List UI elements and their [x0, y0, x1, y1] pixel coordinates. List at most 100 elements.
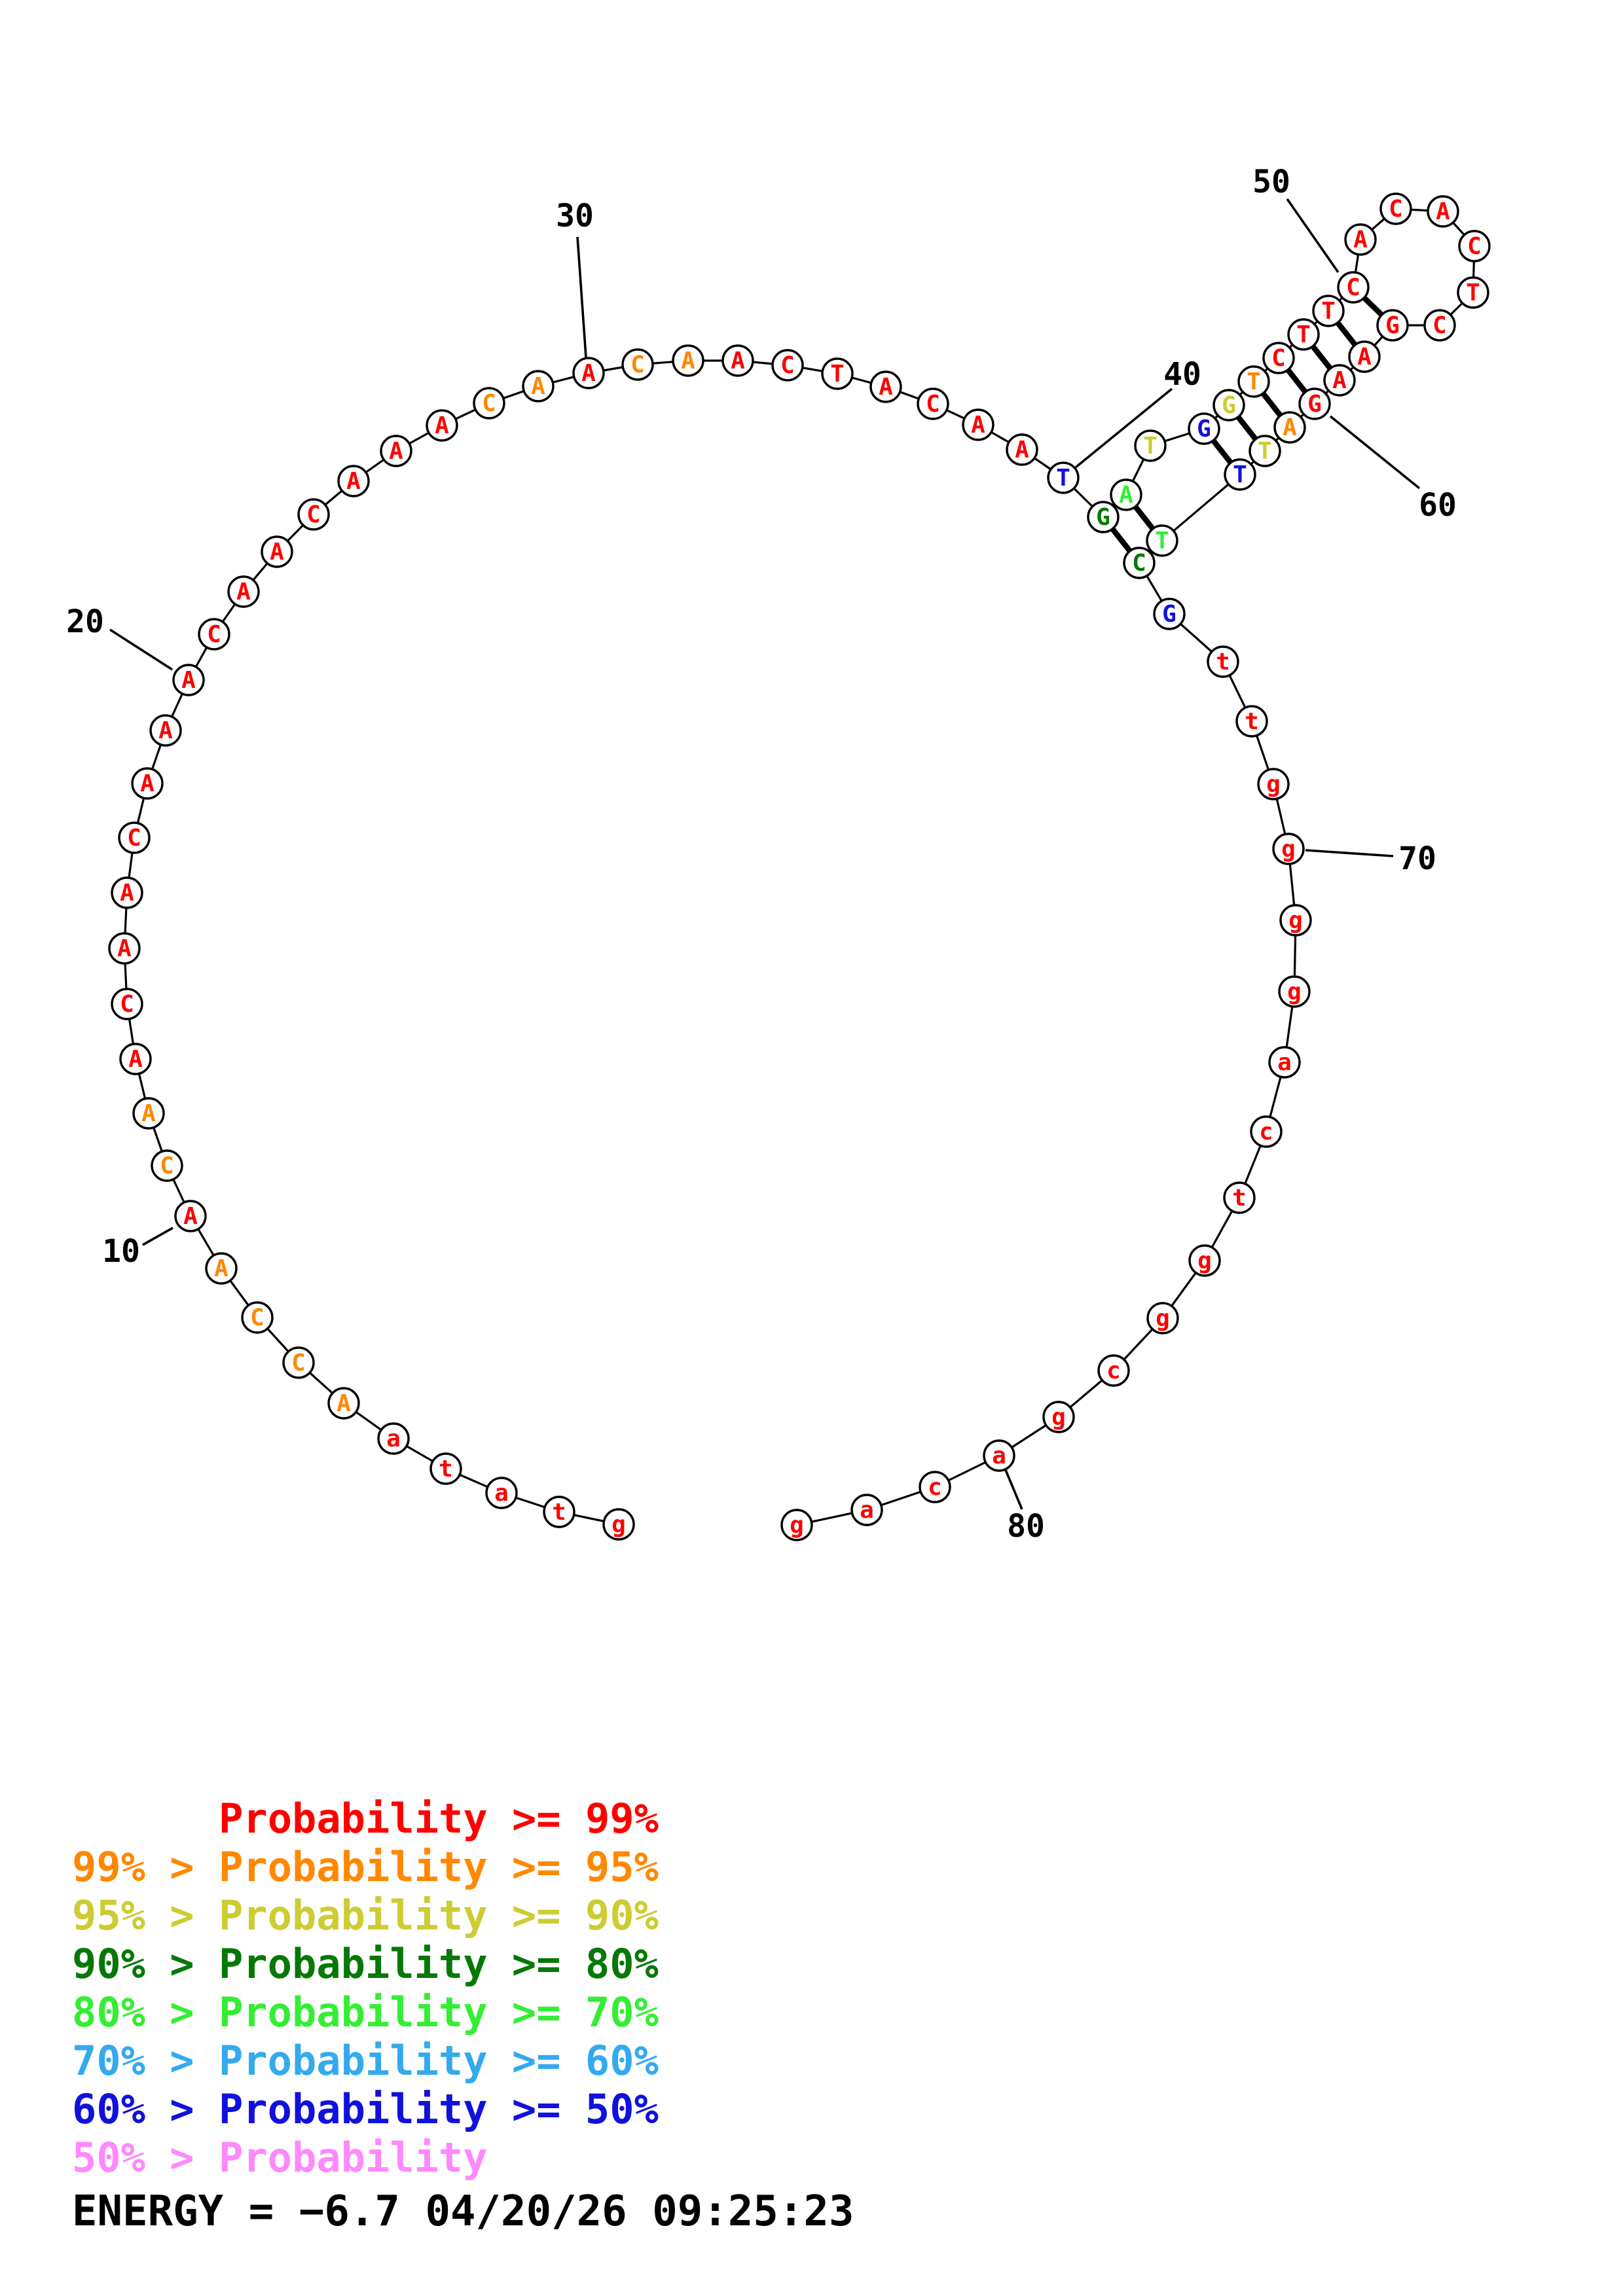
nucleotide-circle	[131, 767, 164, 800]
nucleotide-circle	[1312, 295, 1345, 327]
nucleotide-base: g	[1266, 771, 1281, 798]
nucleotide-base: A	[1283, 414, 1297, 441]
nucleotide-circle	[1188, 1244, 1221, 1277]
nucleotide-base: G	[1197, 416, 1211, 442]
nucleotide-circle	[151, 1149, 183, 1182]
nucleotide-circle	[1323, 364, 1356, 397]
nucleotide-circle	[1337, 271, 1370, 304]
nucleotide-circle	[1262, 342, 1295, 374]
nucleotide-base: C	[160, 1153, 174, 1179]
nucleotide-base: c	[928, 1474, 942, 1501]
nucleotide-base: g	[1197, 1247, 1212, 1274]
nucleotide-circle	[1249, 435, 1281, 467]
nucleotide-base: C	[1467, 233, 1482, 260]
nucleotide-base: A	[117, 935, 132, 962]
nucleotide-circle	[1110, 478, 1142, 511]
nucleotide-circle	[377, 1422, 410, 1455]
nucleotide-circle	[198, 618, 230, 651]
position-label-leader	[109, 628, 173, 671]
nucleotide-circle	[771, 349, 804, 382]
nucleotide-base: a	[494, 1480, 509, 1507]
nucleotide-base: g	[790, 1512, 804, 1539]
nucleotide-base: C	[127, 825, 141, 852]
nucleotide-base: g	[611, 1511, 626, 1538]
nucleotide-circle	[721, 344, 754, 377]
nucleotide-base: A	[141, 1100, 156, 1127]
nucleotide-base: T	[1056, 465, 1070, 492]
nucleotide-circle	[119, 1043, 152, 1075]
nucleotide-base: A	[531, 373, 545, 400]
position-label: 40	[1163, 356, 1201, 393]
legend-row: 70% > Probability >= 60%	[72, 2037, 659, 2085]
nucleotide-base: C	[306, 501, 321, 528]
position-label-leader	[142, 1227, 173, 1246]
nucleotide-base: A	[681, 348, 695, 374]
position-label: 70	[1398, 840, 1436, 877]
nucleotide-circle	[241, 1301, 274, 1334]
position-label: 20	[66, 603, 104, 640]
nucleotide-base: C	[1389, 196, 1403, 223]
nucleotide-circle	[337, 465, 370, 497]
nucleotide-circle	[621, 348, 654, 381]
nucleotide-circle	[1123, 547, 1156, 579]
nucleotide-base: G	[1162, 601, 1176, 628]
nucleotide-base: T	[1233, 461, 1247, 488]
nucleotide-base: C	[120, 991, 134, 1018]
position-label: 50	[1252, 164, 1290, 200]
nucleotide-circle	[1458, 230, 1491, 262]
nucleotide-circle	[1224, 458, 1256, 491]
nucleotide-base: T	[1466, 279, 1480, 306]
nucleotide-circle	[261, 535, 293, 568]
nucleotide-base: t	[1216, 649, 1230, 675]
nucleotide-base: A	[128, 1046, 143, 1073]
nucleotide-base: g	[1287, 978, 1302, 1005]
nucleotide-circle	[485, 1477, 518, 1509]
nucleotide-circle	[1287, 318, 1320, 351]
nucleotide-base: A	[1119, 482, 1133, 509]
nucleotide-base: T	[1321, 298, 1336, 325]
nucleotide-base: c	[1259, 1119, 1273, 1145]
nucleotide-circle	[869, 370, 902, 403]
nucleotide-base: A	[1332, 367, 1347, 394]
nucleotide-circle	[1268, 1046, 1301, 1079]
nucleotide-circle	[1379, 192, 1412, 225]
legend-row: 95% > Probability >= 90%	[72, 1892, 659, 1939]
legend-row: Probability >= 99%	[219, 1795, 659, 1842]
nucleotide-circle	[1235, 705, 1268, 738]
nucleotide-base: A	[183, 1203, 198, 1230]
nucleotide-circle	[780, 1509, 813, 1541]
nucleotide-base: T	[1143, 433, 1158, 459]
nucleotide-circle	[543, 1496, 575, 1528]
nucleotide-circle	[821, 357, 854, 390]
nucleotide-base: A	[435, 412, 449, 439]
nucleotide-circle	[1279, 904, 1312, 937]
nucleotide-base: C	[630, 351, 645, 378]
nucleotide-base: T	[1296, 321, 1311, 348]
nucleotide-circle	[111, 876, 143, 909]
position-label-leader	[576, 236, 587, 358]
nucleotide-base: C	[291, 1350, 306, 1376]
nucleotide-base: a	[992, 1443, 1006, 1469]
nucleotide-circle	[1223, 1181, 1256, 1214]
nucleotide-base: t	[439, 1456, 453, 1482]
legend-row: 90% > Probability >= 80%	[72, 1940, 659, 1988]
nucleotide-circle	[1042, 1401, 1075, 1433]
nucleotide-circle	[983, 1439, 1015, 1472]
nucleotide-base: A	[731, 348, 745, 374]
nucleotide-base: C	[207, 621, 221, 648]
legend-row: 50% > Probability	[72, 2134, 488, 2181]
legend-row: 60% > Probability >= 50%	[72, 2085, 659, 2133]
nucleotide-base: A	[389, 438, 403, 465]
nucleotide-circle	[227, 575, 260, 608]
nucleotide-circle	[1344, 223, 1377, 256]
nucleotide-circle	[327, 1387, 360, 1420]
nucleotide-circle	[1272, 833, 1305, 865]
nucleotide-base: A	[270, 539, 284, 565]
nucleotide-base: A	[1357, 344, 1372, 370]
nucleotide-circle	[1146, 524, 1178, 557]
nucleotide-circle	[426, 409, 458, 442]
nucleotide-base: t	[1245, 708, 1259, 735]
nucleotide-base: T	[1258, 438, 1272, 465]
nucleotide-circle	[380, 435, 412, 467]
